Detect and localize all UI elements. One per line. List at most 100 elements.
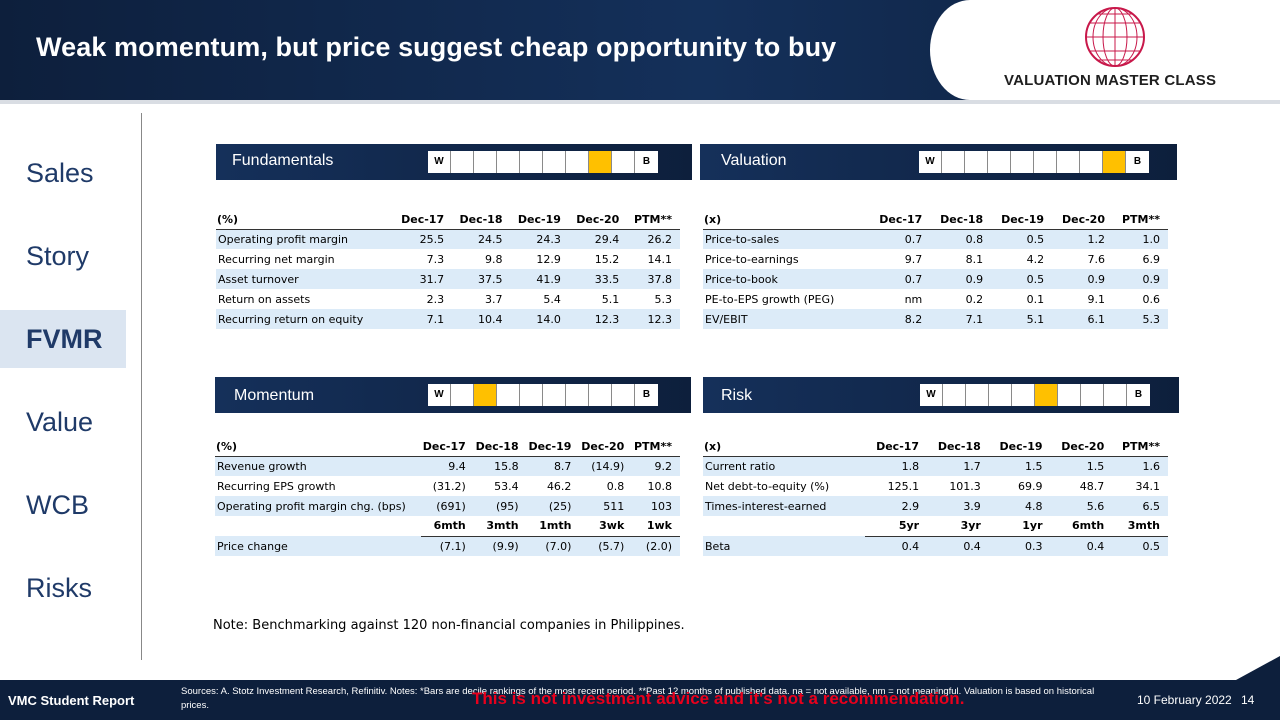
cell-value: (25) bbox=[526, 496, 580, 516]
cell-value: 0.8 bbox=[579, 476, 633, 496]
cell-value: 14.0 bbox=[510, 309, 569, 329]
column-header: Dec-17 bbox=[393, 211, 453, 230]
decile-cell bbox=[965, 151, 988, 173]
table-header-row: (x) Dec-17 Dec-18 Dec-19 Dec-20 PTM** bbox=[703, 211, 1168, 230]
sidebar-item-sales[interactable]: Sales bbox=[26, 158, 94, 188]
cell-value: 33.5 bbox=[568, 269, 628, 289]
footer-date: 10 February 2022 bbox=[1137, 693, 1232, 707]
cell-value: 31.7 bbox=[393, 269, 453, 289]
row-label: Price-to-sales bbox=[703, 229, 870, 249]
decile-cell bbox=[566, 384, 589, 406]
sidebar-item-fvmr[interactable]: FVMR bbox=[0, 310, 126, 368]
decile-cell bbox=[566, 151, 589, 173]
column-header: Dec-20 bbox=[1050, 438, 1113, 457]
column-header: PTM** bbox=[627, 211, 680, 230]
row-label: Recurring return on equity bbox=[216, 309, 394, 329]
momentum-table: (%) Dec-17 Dec-18 Dec-19 Dec-20 PTM** Revenue … bbox=[215, 438, 680, 556]
cell-value: 4.8 bbox=[988, 496, 1051, 516]
cell-value: (95) bbox=[473, 496, 527, 516]
row-label: Return on assets bbox=[216, 289, 394, 309]
cell-value: 0.3 bbox=[988, 536, 1051, 556]
cell-value: 0.7 bbox=[869, 269, 931, 289]
decile-cell-highlighted bbox=[1103, 151, 1126, 173]
cell-value: 46.2 bbox=[526, 476, 580, 496]
row-label: Price-to-earnings bbox=[703, 249, 870, 269]
row-label: Current ratio bbox=[703, 456, 866, 476]
cell-value: 0.6 bbox=[1112, 289, 1168, 309]
cell-value: 9.8 bbox=[452, 249, 511, 269]
cell-value: 0.9 bbox=[1112, 269, 1168, 289]
table-row: Return on assets 2.3 3.7 5.4 5.1 5.3 bbox=[216, 289, 680, 309]
cell-value: 1.6 bbox=[1112, 456, 1168, 476]
column-header: Dec-19 bbox=[991, 211, 1053, 230]
decile-worst-label: W bbox=[919, 151, 942, 173]
cell-value: 26.2 bbox=[627, 229, 680, 249]
decile-best-label: B bbox=[1127, 384, 1150, 406]
fundamentals-title: Fundamentals bbox=[232, 152, 334, 169]
momentum-title: Momentum bbox=[234, 387, 315, 404]
table-subheader-row: 6mth 3mth 1mth 3wk 1wk bbox=[215, 516, 680, 537]
sidebar-item-risks[interactable]: Risks bbox=[26, 573, 92, 603]
cell-value: 3.7 bbox=[452, 289, 511, 309]
column-subheader: 3wk bbox=[579, 516, 633, 537]
decile-cell-highlighted bbox=[589, 151, 612, 173]
column-subheader: 1wk bbox=[632, 516, 680, 537]
column-header: Dec-19 bbox=[526, 438, 580, 457]
row-label: Price-to-book bbox=[703, 269, 870, 289]
decile-cell bbox=[966, 384, 989, 406]
cell-value: 0.7 bbox=[869, 229, 931, 249]
logo-text: VALUATION MASTER CLASS bbox=[1004, 72, 1217, 89]
valuation-table: (x) Dec-17 Dec-18 Dec-19 Dec-20 PTM** Price-to… bbox=[703, 211, 1168, 329]
cell-value: nm bbox=[869, 289, 931, 309]
cell-value: 7.1 bbox=[930, 309, 992, 329]
table-row: Price-to-earnings 9.7 8.1 4.2 7.6 6.9 bbox=[703, 249, 1168, 269]
decile-best-label: B bbox=[635, 384, 658, 406]
cell-value: 0.9 bbox=[930, 269, 992, 289]
column-subheader: 5yr bbox=[865, 516, 928, 537]
row-label: Revenue growth bbox=[215, 456, 421, 476]
unit-header: (x) bbox=[703, 211, 870, 230]
decile-cell bbox=[942, 151, 965, 173]
sidebar-item-value[interactable]: Value bbox=[26, 407, 94, 437]
row-label: Recurring EPS growth bbox=[215, 476, 421, 496]
cell-value: 12.9 bbox=[510, 249, 569, 269]
column-header: Dec-18 bbox=[927, 438, 989, 457]
column-header: PTM** bbox=[632, 438, 680, 457]
table-row: Price-to-book 0.7 0.9 0.5 0.9 0.9 bbox=[703, 269, 1168, 289]
table-row: Price-to-sales 0.7 0.8 0.5 1.2 1.0 bbox=[703, 229, 1168, 249]
decile-cell bbox=[1012, 384, 1035, 406]
cell-value: 6.5 bbox=[1112, 496, 1168, 516]
cell-value: 2.3 bbox=[393, 289, 453, 309]
column-header: Dec-19 bbox=[988, 438, 1051, 457]
table-row: Recurring return on equity 7.1 10.4 14.0 12.… bbox=[216, 309, 680, 329]
decile-cell bbox=[497, 384, 520, 406]
table-row: Asset turnover 31.7 37.5 41.9 33.5 37.8 bbox=[216, 269, 680, 289]
cell-value: 37.5 bbox=[452, 269, 511, 289]
table-row: Price change (7.1) (9.9) (7.0) (5.7) (2.0) bbox=[215, 536, 680, 556]
table-header-row: (%) Dec-17 Dec-18 Dec-19 Dec-20 PTM** bbox=[216, 211, 680, 230]
fundamentals-table: (%) Dec-17 Dec-18 Dec-19 Dec-20 PTM** Operatin… bbox=[216, 211, 680, 329]
cell-value: 5.3 bbox=[1112, 309, 1168, 329]
cell-value: 12.3 bbox=[568, 309, 628, 329]
sidebar-item-story[interactable]: Story bbox=[26, 241, 90, 271]
cell-value: 3.9 bbox=[927, 496, 989, 516]
decile-cell bbox=[543, 151, 566, 173]
decile-cell bbox=[451, 384, 474, 406]
table-row: EV/EBIT 8.2 7.1 5.1 6.1 5.3 bbox=[703, 309, 1168, 329]
column-header: Dec-20 bbox=[1052, 211, 1113, 230]
cell-value: 1.8 bbox=[865, 456, 928, 476]
cell-value: (5.7) bbox=[579, 536, 633, 556]
table-row: Revenue growth 9.4 15.8 8.7 (14.9) 9.2 bbox=[215, 456, 680, 476]
decile-best-label: B bbox=[635, 151, 658, 173]
decile-worst-label: W bbox=[428, 384, 451, 406]
table-row: Operating profit margin 25.5 24.5 24.3 29.4 2… bbox=[216, 229, 680, 249]
cell-value: 0.4 bbox=[865, 536, 928, 556]
cell-value: 24.5 bbox=[452, 229, 511, 249]
sidebar-item-wcb[interactable]: WCB bbox=[26, 490, 89, 520]
decile-cell bbox=[988, 151, 1011, 173]
cell-value: 9.7 bbox=[869, 249, 931, 269]
row-label: Net debt-to-equity (%) bbox=[703, 476, 866, 496]
